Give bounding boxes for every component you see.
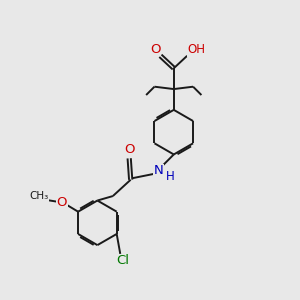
Text: O: O — [56, 196, 67, 209]
Text: OH: OH — [188, 43, 206, 56]
Text: methoxy: methoxy — [30, 198, 36, 199]
Text: CH₃: CH₃ — [29, 191, 49, 201]
Text: H: H — [166, 170, 175, 183]
Text: O: O — [150, 43, 160, 56]
Text: Cl: Cl — [117, 254, 130, 267]
Text: N: N — [154, 164, 164, 177]
Text: O: O — [124, 143, 134, 156]
